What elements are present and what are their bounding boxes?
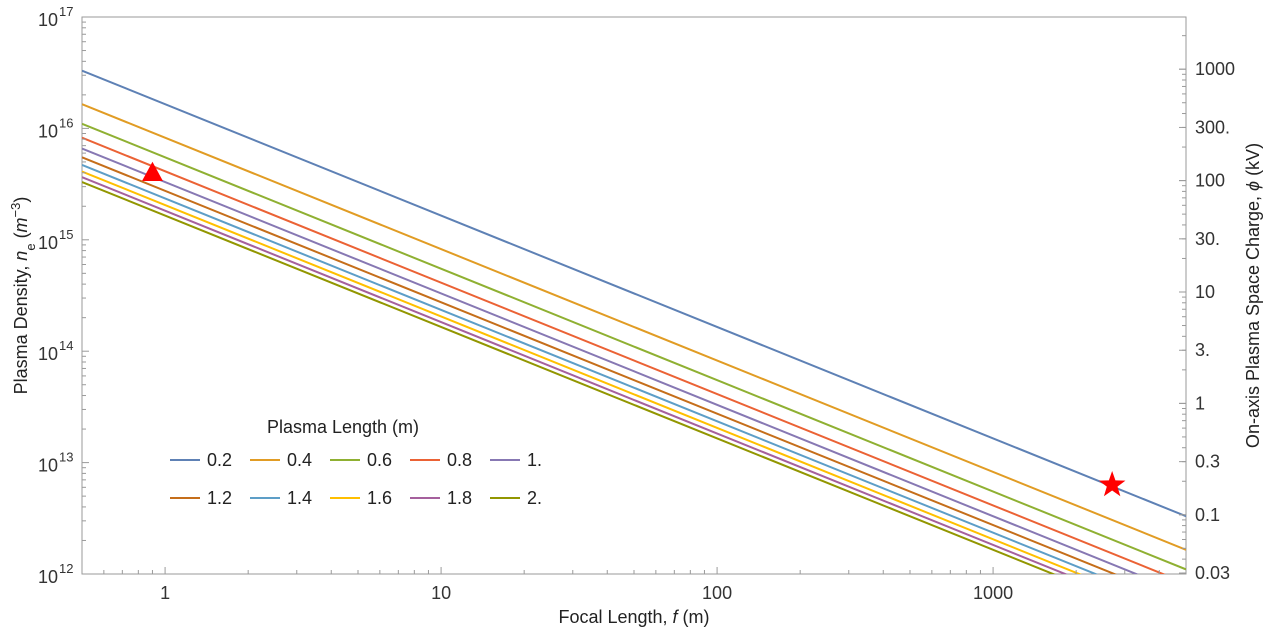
series-lines <box>82 69 1186 574</box>
series-line-1_2 <box>82 156 1118 574</box>
legend-label: 0.6 <box>367 450 392 470</box>
legend-label: 0.4 <box>287 450 312 470</box>
x-tick-label: 1000 <box>973 583 1013 603</box>
y2-tick-label: 3. <box>1195 340 1210 360</box>
y-tick-mantissa: 10 <box>38 456 58 476</box>
star-marker <box>1098 470 1126 497</box>
y-tick-exponent: 15 <box>59 227 73 242</box>
y-tick-label: 10 13 <box>38 450 74 476</box>
y-tick-exponent: 14 <box>59 338 73 353</box>
y-tick-label: 10 17 <box>38 4 74 30</box>
y-tick-label: 10 15 <box>38 227 74 253</box>
legend-label: 0.2 <box>207 450 232 470</box>
legend-item: 1.4 <box>250 488 312 508</box>
legend-item: 0.2 <box>170 450 232 470</box>
title-part: Focal Length, <box>558 607 672 627</box>
y-tick-exponent: 17 <box>59 4 73 19</box>
title-part: ( <box>11 232 31 243</box>
title-part: Plasma Density, <box>11 261 31 395</box>
title-part: n <box>11 251 31 261</box>
legend-item: 0.6 <box>330 450 392 470</box>
legend-label: 2. <box>527 488 542 508</box>
y-tick-exponent: 12 <box>59 561 73 576</box>
series-line-1_8 <box>82 176 1068 574</box>
legend-label: 0.8 <box>447 450 472 470</box>
y2-tick-label: 0.03 <box>1195 563 1230 583</box>
legend-label: 1.2 <box>207 488 232 508</box>
legend-item: 1.2 <box>170 488 232 508</box>
legend-item: 1.8 <box>410 488 472 508</box>
legend-item: 0.4 <box>250 450 312 470</box>
title-part: f <box>673 607 680 627</box>
legend-label: 1.4 <box>287 488 312 508</box>
series-line-1_6 <box>82 170 1082 574</box>
legend-title: Plasma Length (m) <box>267 417 419 437</box>
y2-tick-label: 1000 <box>1195 59 1235 79</box>
legend-item: 0.8 <box>410 450 472 470</box>
y-tick-exponent: 16 <box>59 115 73 130</box>
series-line-1_4 <box>82 164 1099 574</box>
y-tick-mantissa: 10 <box>38 233 58 253</box>
y-tick-label: 10 16 <box>38 115 74 141</box>
y2-tick-label: 0.1 <box>1195 505 1220 525</box>
y-tick-mantissa: 10 <box>38 121 58 141</box>
legend-item: 1. <box>490 450 542 470</box>
y-tick-label: 10 14 <box>38 338 74 364</box>
y-axis-title: Plasma Density, ne (m−3) <box>8 197 38 395</box>
title-part: e <box>23 243 38 250</box>
legend-label: 1. <box>527 450 542 470</box>
y-tick-label: 10 12 <box>38 561 74 587</box>
y2-tick-label: 10 <box>1195 282 1215 302</box>
title-part: (m) <box>678 607 710 627</box>
y2-tick-label: 0.3 <box>1195 452 1220 472</box>
x-tick-label: 10 <box>431 583 451 603</box>
y-tick-exponent: 13 <box>59 450 73 465</box>
title-part: m <box>11 217 31 232</box>
y2-tick-label: 100 <box>1195 171 1225 191</box>
y2-axis-title: On-axis Plasma Space Charge, ϕ (kV) <box>1243 143 1263 448</box>
x-tick-label: 1 <box>160 583 170 603</box>
legend-label: 1.6 <box>367 488 392 508</box>
series-line-1_ <box>82 147 1139 574</box>
y-tick-mantissa: 10 <box>38 567 58 587</box>
plot-frame <box>81 16 1187 575</box>
series-line-0_8 <box>82 136 1166 574</box>
title-part: (kV) <box>1243 143 1263 181</box>
title-part: ϕ <box>1243 181 1263 191</box>
legend-item: 1.6 <box>330 488 392 508</box>
title-part: On-axis Plasma Space Charge, <box>1243 191 1263 448</box>
y-tick-mantissa: 10 <box>38 10 58 30</box>
series-line-2_ <box>82 181 1056 574</box>
title-part: −3 <box>8 203 23 218</box>
series-line-0_4 <box>82 103 1186 551</box>
y2-tick-label: 1 <box>1195 393 1205 413</box>
y2-tick-label: 300. <box>1195 117 1230 137</box>
title-part: ) <box>11 197 31 203</box>
x-axis-title: Focal Length, f (m) <box>558 607 709 627</box>
legend-item: 2. <box>490 488 542 508</box>
series-line-0_2 <box>82 69 1186 518</box>
triangle-marker <box>142 161 163 181</box>
legend-label: 1.8 <box>447 488 472 508</box>
y2-tick-label: 30. <box>1195 229 1220 249</box>
y-tick-mantissa: 10 <box>38 344 58 364</box>
x-tick-label: 100 <box>702 583 732 603</box>
series-line-0_6 <box>82 122 1186 571</box>
